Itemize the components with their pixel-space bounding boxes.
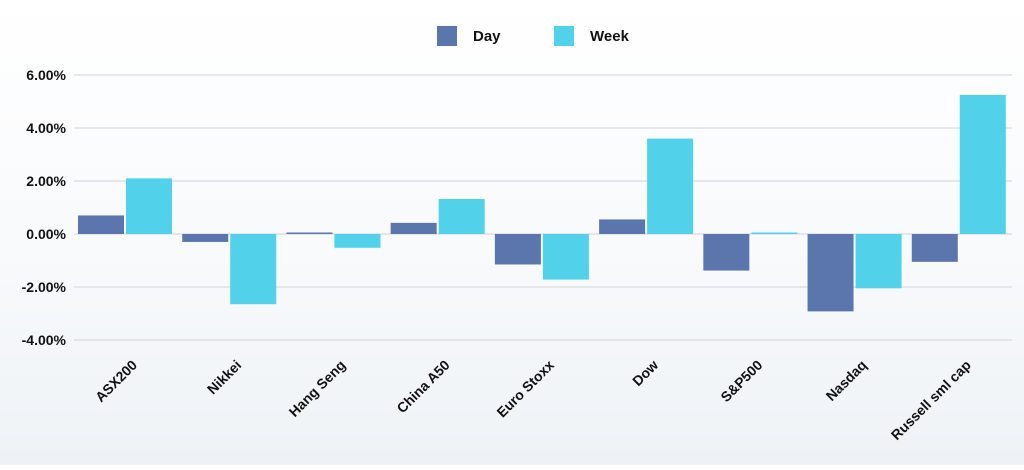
bar-day-hang-seng [286, 232, 333, 234]
y-tick-label: -2.00% [22, 279, 67, 295]
legend-item-week: Week [554, 26, 630, 46]
x-axis-category-labels: ASX200 Nikkei Hang Seng China A50 Euro Stoxx… [92, 357, 974, 443]
bar-week-china-a50 [438, 199, 485, 234]
y-tick-label: 0.00% [26, 226, 66, 242]
bar-week-nikkei [230, 234, 277, 305]
legend-label: Day [473, 28, 501, 45]
x-category-label: Dow [629, 357, 661, 389]
x-category-label: Nasdaq [823, 357, 870, 404]
gridlines [74, 74, 1012, 341]
bar-day-asx200 [78, 215, 124, 234]
x-category-label: S&P500 [717, 357, 765, 405]
bar-week-euro-stoxx [542, 234, 589, 280]
bar-week-dow [647, 138, 694, 234]
bar-week-s-p500 [751, 232, 798, 234]
y-tick-label: 2.00% [26, 173, 66, 189]
y-tick-label: -4.00% [22, 332, 67, 348]
legend: Day Week [437, 26, 630, 46]
x-category-label: Nikkei [204, 357, 244, 397]
bar-day-dow [599, 219, 646, 234]
legend-swatch [437, 26, 457, 46]
bar-day-russell-sml-cap [911, 234, 958, 262]
bar-day-nikkei [182, 234, 229, 242]
x-category-label: Russell sml cap [888, 357, 974, 443]
legend-label: Week [590, 28, 630, 45]
y-axis-tick-labels: 6.00% 4.00% 2.00% 0.00% -2.00% -4.00% [22, 67, 67, 348]
y-tick-label: 6.00% [26, 67, 66, 83]
bar-week-nasdaq [855, 234, 902, 289]
bar-week-asx200 [126, 178, 172, 234]
bar-week-russell-sml-cap [959, 94, 1006, 234]
x-category-label: Euro Stoxx [493, 357, 557, 421]
bars [78, 94, 1006, 312]
bar-week-hang-seng [334, 234, 381, 248]
legend-item-day: Day [437, 26, 501, 46]
bar-day-china-a50 [390, 222, 437, 234]
x-category-label: China A50 [393, 357, 453, 417]
bar-day-s-p500 [703, 234, 750, 271]
legend-swatch [554, 26, 574, 46]
x-category-label: ASX200 [92, 357, 140, 405]
bar-day-euro-stoxx [494, 234, 541, 265]
x-category-label: Hang Seng [286, 357, 349, 420]
bar-day-nasdaq [807, 234, 854, 312]
y-tick-label: 4.00% [26, 120, 66, 136]
